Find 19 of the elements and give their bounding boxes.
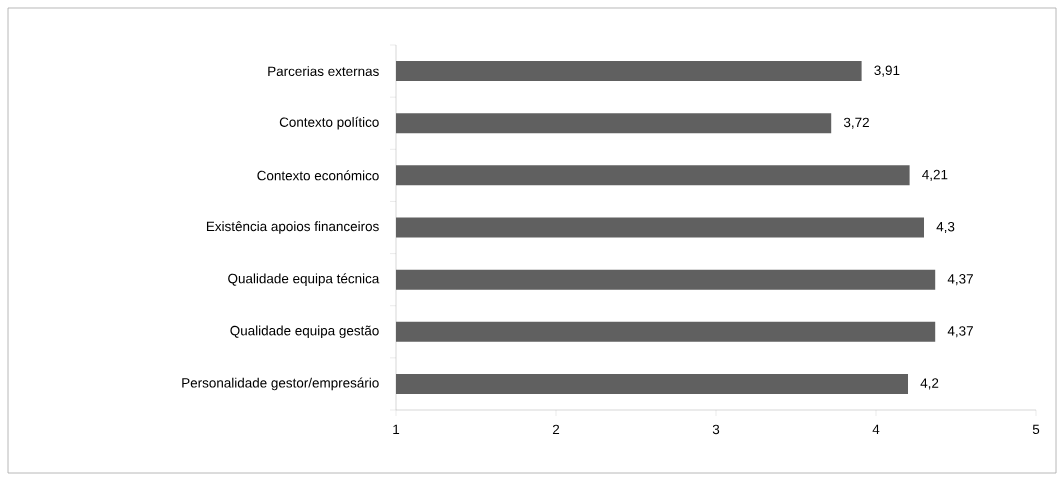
x-tick-label: 2 bbox=[552, 424, 560, 435]
y-tick-label: Contexto económico bbox=[257, 170, 379, 181]
data-label: 4,21 bbox=[922, 169, 948, 181]
data-label: 4,37 bbox=[947, 274, 973, 286]
data-label: 4,2 bbox=[920, 378, 939, 390]
y-tick-label: Existência apoios financeiros bbox=[206, 221, 379, 234]
data-label: 3,91 bbox=[874, 65, 900, 77]
y-tick-label: Qualidade equipa técnica bbox=[228, 273, 380, 286]
x-tick-label: 4 bbox=[872, 424, 880, 434]
data-label: 3,72 bbox=[843, 117, 869, 129]
y-tick-label: Qualidade equipa gestão bbox=[230, 325, 379, 339]
data-label: 4,3 bbox=[936, 221, 955, 234]
y-tick-label: Parcerias externas bbox=[268, 66, 379, 76]
x-tick-label: 1 bbox=[393, 424, 400, 434]
y-tick-label: Contexto político bbox=[279, 116, 379, 130]
y-tick-label: Personalidade gestor/empresário bbox=[182, 377, 379, 391]
x-tick-label: 5 bbox=[1032, 424, 1040, 435]
x-tick-label: 3 bbox=[712, 424, 720, 435]
data-label: 4,37 bbox=[947, 326, 973, 338]
